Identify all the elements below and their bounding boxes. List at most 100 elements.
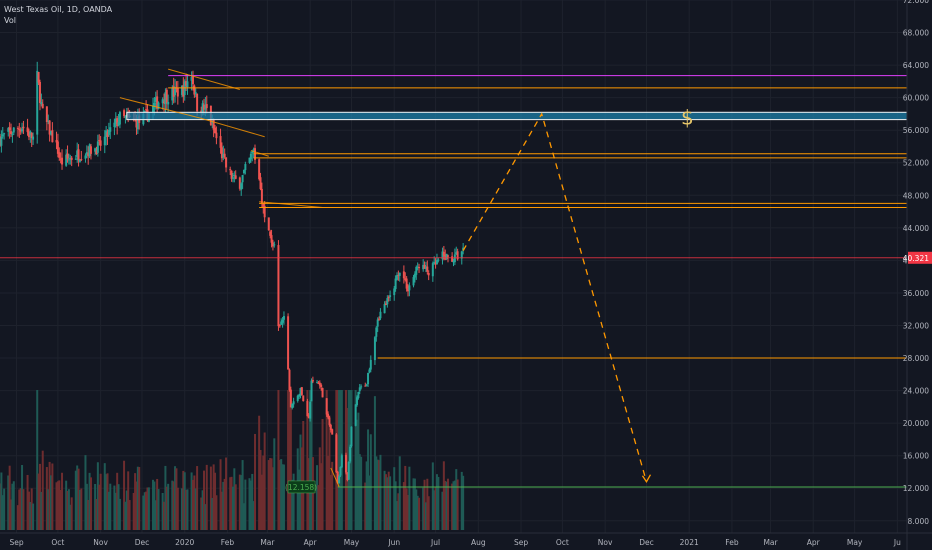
- candle-body: [113, 122, 116, 128]
- volume-bar: [422, 487, 425, 530]
- candle-body: [143, 110, 146, 112]
- candle-body: [427, 273, 430, 276]
- candle-body: [161, 99, 164, 104]
- volume-bar: [427, 496, 430, 530]
- candle-body: [21, 128, 24, 132]
- candle-body: [349, 446, 352, 462]
- volume-bar: [453, 480, 456, 530]
- symbol-title[interactable]: West Texas Oil, 1D, OANDA: [4, 5, 113, 14]
- time-tick-label: Nov: [598, 538, 613, 547]
- candle-body: [69, 157, 72, 159]
- volume-bar: [462, 475, 465, 530]
- volume-bar: [127, 471, 130, 530]
- candle-body: [338, 476, 341, 484]
- candle-body: [51, 130, 54, 143]
- time-tick-label: Mar: [763, 538, 778, 547]
- volume-bar: [242, 503, 245, 530]
- volume-bar: [196, 466, 199, 530]
- candle-body: [260, 188, 263, 204]
- volume-bar: [219, 459, 222, 530]
- volume-bar: [413, 478, 416, 530]
- volume-label[interactable]: Vol: [4, 16, 16, 25]
- candle-body: [56, 141, 59, 154]
- candle-body: [379, 311, 382, 319]
- volume-bar: [435, 474, 438, 530]
- volume-bar: [47, 489, 50, 530]
- current-price-box: [908, 251, 932, 264]
- volume-bar: [77, 468, 80, 530]
- volume-bars: [0, 390, 465, 530]
- volume-bar: [176, 487, 179, 530]
- time-tick-label: Dec: [639, 538, 654, 547]
- candle-body: [96, 141, 99, 153]
- volume-bar: [182, 470, 185, 530]
- candle-body: [16, 127, 19, 129]
- volume-bar: [259, 449, 262, 530]
- volume-bar: [163, 501, 166, 530]
- volume-bar: [306, 390, 309, 530]
- candle-body: [296, 395, 299, 401]
- candle-body: [356, 397, 359, 406]
- volume-bar: [365, 461, 368, 530]
- candle-body: [331, 429, 334, 435]
- volume-bar: [191, 479, 194, 530]
- candle-body: [462, 247, 465, 251]
- candle-body: [375, 327, 378, 337]
- candle-body: [212, 119, 215, 130]
- candle-body: [387, 297, 390, 299]
- candle-body: [317, 382, 320, 384]
- trend-line: [259, 201, 323, 209]
- volume-bar: [45, 467, 48, 530]
- volume-bar: [373, 396, 376, 530]
- candle-body: [27, 131, 30, 138]
- candle-body: [452, 261, 455, 263]
- candle-body: [398, 272, 401, 276]
- candle-body: [397, 274, 400, 276]
- volume-bar: [11, 483, 14, 530]
- candle-body: [373, 337, 376, 361]
- volume-bar: [7, 475, 10, 530]
- time-tick-label: Nov: [93, 538, 108, 547]
- volume-bar: [441, 491, 444, 530]
- candle-body: [367, 373, 370, 385]
- candle-body: [435, 260, 438, 265]
- candle-body: [12, 127, 15, 133]
- candle-body: [233, 174, 236, 176]
- candle-body: [117, 122, 120, 126]
- volume-bar: [254, 433, 257, 530]
- price-tick-label: 56.000: [903, 126, 929, 135]
- volume-bar: [29, 501, 32, 530]
- volume-bar: [269, 458, 272, 530]
- candle-body: [423, 265, 426, 269]
- volume-bar: [135, 481, 138, 530]
- volume-bar: [302, 420, 305, 530]
- candle-body: [61, 157, 64, 165]
- volume-bar: [175, 468, 178, 530]
- volume-bar: [117, 484, 120, 530]
- candle-body: [412, 277, 415, 286]
- price-axis: 72.000 68.000 64.000 60.000 56.000 52.000 48.0…: [903, 0, 932, 550]
- volume-bar: [270, 458, 273, 530]
- volume-bar: [248, 478, 251, 530]
- volume-bar: [320, 463, 323, 530]
- candle-body: [289, 389, 292, 408]
- price-tick-label: 8.000: [908, 517, 930, 526]
- volume-bar: [452, 481, 455, 530]
- candle-body: [109, 127, 112, 132]
- candle-body: [1, 134, 4, 137]
- candle-body: [298, 394, 301, 397]
- candle-body: [180, 85, 183, 95]
- candle-body: [460, 251, 463, 259]
- price-tick-label: 72.000: [903, 0, 929, 5]
- volume-bar: [3, 488, 6, 530]
- time-tick-label: Ju: [893, 538, 901, 547]
- volume-bar: [339, 390, 342, 530]
- candle-body: [415, 266, 418, 275]
- candle-body: [36, 70, 39, 135]
- volume-bar: [183, 472, 186, 530]
- volume-bar: [307, 458, 310, 530]
- candle-body: [241, 175, 244, 183]
- volume-bar: [209, 466, 212, 530]
- candle-body: [302, 395, 305, 402]
